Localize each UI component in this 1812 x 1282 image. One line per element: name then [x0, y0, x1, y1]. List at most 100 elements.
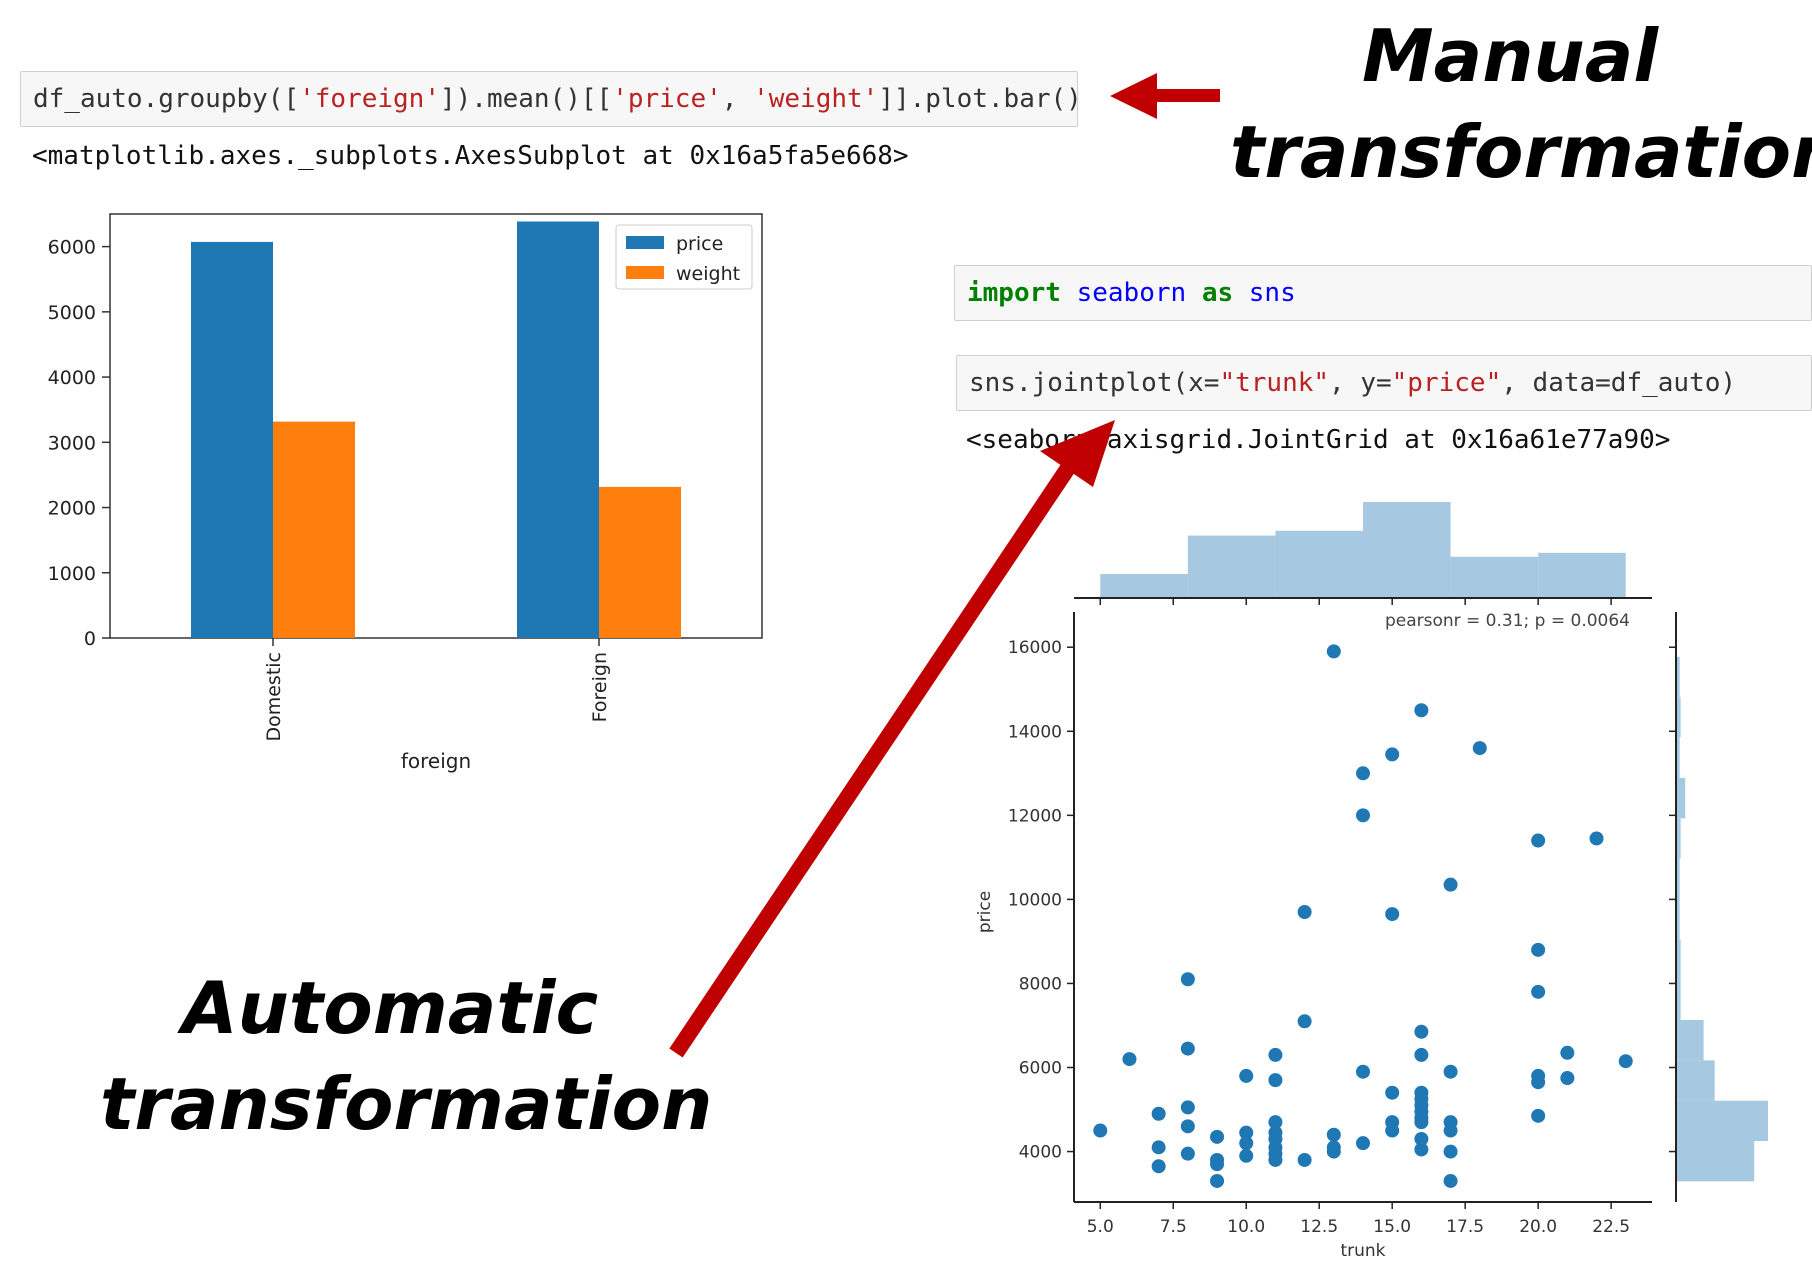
groupby-code-cell[interactable]: df_auto.groupby(['foreign']).mean()[['pr…	[20, 71, 1082, 127]
legend-label-price: price	[676, 233, 723, 255]
x-tick-label: 12.5	[1300, 1217, 1338, 1237]
x-axis-label: foreign	[401, 749, 471, 773]
x-tick-label: 15.0	[1373, 1217, 1411, 1237]
scatter-point	[1356, 808, 1370, 823]
y-tick-label: 6000	[1019, 1059, 1062, 1079]
y-tick-label: 16000	[1008, 638, 1062, 658]
scatter-point	[1531, 942, 1546, 957]
code-text: ]].plot.bar()	[878, 84, 1082, 114]
x-tick-label: 20.0	[1519, 1217, 1557, 1237]
scatter-point	[1180, 1119, 1195, 1134]
marginal-y-bar	[1676, 898, 1680, 940]
scatter-point	[1385, 907, 1400, 922]
code-string: "price"	[1391, 368, 1502, 398]
scatter-point	[1210, 1129, 1225, 1144]
code-text: df_auto.groupby([	[33, 84, 300, 114]
y-axis-label: price	[975, 891, 995, 933]
x-tick-label: 10.0	[1227, 1217, 1265, 1237]
bar-price	[191, 241, 273, 638]
pearson-annotation: pearsonr = 0.31; p = 0.0064	[1385, 611, 1630, 631]
scatter-point	[1180, 1041, 1195, 1056]
jointplot-code-cell[interactable]: sns.jointplot(x= "trunk", y= "price", data…	[956, 355, 1812, 411]
scatter-point	[1618, 1054, 1633, 1069]
marginal-y-bar	[1676, 656, 1680, 698]
scatter-point	[1472, 741, 1487, 756]
y-tick-label: 12000	[1008, 806, 1062, 826]
scatter-point	[1093, 1123, 1108, 1138]
scatter-point	[1414, 1047, 1429, 1062]
code-string: 'weight'	[753, 84, 879, 114]
y-tick-label: 3000	[48, 432, 96, 454]
code-text: ]).mean()[[	[440, 84, 613, 114]
x-tick-label: Foreign	[589, 652, 611, 722]
x-tick-label: 5.0	[1087, 1217, 1114, 1237]
code-keyword: import	[967, 278, 1061, 308]
code-module: seaborn	[1076, 278, 1187, 308]
scatter-point	[1239, 1148, 1254, 1163]
scatter-point	[1531, 984, 1546, 999]
automatic-line-2: transformation	[100, 1062, 713, 1146]
manual-line-2: transformation	[1230, 110, 1812, 194]
scatter-point	[1414, 703, 1429, 718]
plot-frame	[109, 213, 763, 639]
code-string: 'foreign'	[299, 84, 440, 114]
legend-swatch-price	[626, 236, 664, 249]
marginal-y-bar	[1676, 737, 1680, 778]
scatter-point	[1180, 1100, 1195, 1115]
scatter-point	[1414, 1142, 1429, 1157]
y-tick-label: 4000	[48, 367, 96, 389]
y-tick-label: 14000	[1008, 722, 1062, 742]
scatter-point	[1385, 747, 1400, 762]
y-tick-label: 1000	[48, 563, 96, 585]
scatter-point	[1560, 1045, 1575, 1060]
scatter-point	[1297, 1152, 1312, 1167]
jointplot-output: <seaborn.axisgrid.JointGrid at 0x16a61e7…	[966, 425, 1671, 455]
legend-swatch-weight	[626, 266, 664, 279]
scatter-point	[1443, 1123, 1458, 1138]
scatter-point	[1589, 831, 1604, 846]
scatter-point	[1151, 1140, 1166, 1155]
scatter-point	[1297, 1014, 1312, 1029]
scatter-point	[1268, 1115, 1283, 1130]
bar-price	[517, 221, 599, 639]
x-tick-label: 7.5	[1160, 1217, 1187, 1237]
code-keyword: as	[1201, 278, 1234, 308]
marginal-x-bar	[1538, 552, 1626, 598]
code-text: ,	[721, 84, 754, 114]
scatter-point	[1385, 1123, 1400, 1138]
scatter-point	[1443, 1173, 1458, 1188]
code-string: 'price'	[612, 84, 722, 114]
bar-chart: 0 1000 2000 3000 4000 5000 6000 Domestic Foreign…	[48, 213, 763, 773]
y-tick-label: 6000	[48, 237, 96, 259]
code-text: , y=	[1329, 368, 1392, 398]
groupby-output: <matplotlib.axes._subplots.AxesSubplot a…	[32, 141, 909, 171]
scatter-point	[1326, 1127, 1341, 1142]
manual-arrow-icon	[1110, 73, 1220, 119]
y-tick-label: 5000	[48, 302, 96, 324]
joint-plot: 4000 6000 8000 10000 12000 14000 16000 5.0 7.5 10…	[975, 502, 1768, 1261]
code-text: sns.jointplot(x=	[969, 368, 1220, 398]
code-module: sns	[1248, 278, 1296, 308]
y-tick-label: 2000	[48, 498, 96, 520]
import-code-cell[interactable]: import seaborn as sns	[954, 265, 1812, 321]
scatter-point	[1326, 644, 1341, 659]
bar-weight	[273, 421, 355, 638]
bar-weight	[599, 486, 681, 638]
y-tick-label: 4000	[1019, 1143, 1062, 1163]
scatter-point	[1268, 1073, 1283, 1088]
code-text: , data=df_auto)	[1501, 368, 1737, 398]
marginal-y-bar	[1676, 818, 1681, 859]
marginal-x-bar	[1363, 502, 1451, 598]
marginal-y-bar	[1676, 1141, 1755, 1182]
scatter-point	[1443, 877, 1458, 892]
scatter-point	[1210, 1157, 1225, 1172]
scatter-point	[1531, 1075, 1546, 1090]
scatter-point	[1151, 1159, 1166, 1174]
scatter-point	[1268, 1152, 1283, 1167]
scatter-point	[1385, 1085, 1400, 1100]
legend-label-weight: weight	[676, 263, 740, 285]
scatter-point	[1297, 905, 1312, 919]
marginal-x-bar	[1100, 574, 1188, 598]
marginal-y-bar	[1676, 697, 1681, 738]
scatter-point	[1180, 1146, 1195, 1161]
